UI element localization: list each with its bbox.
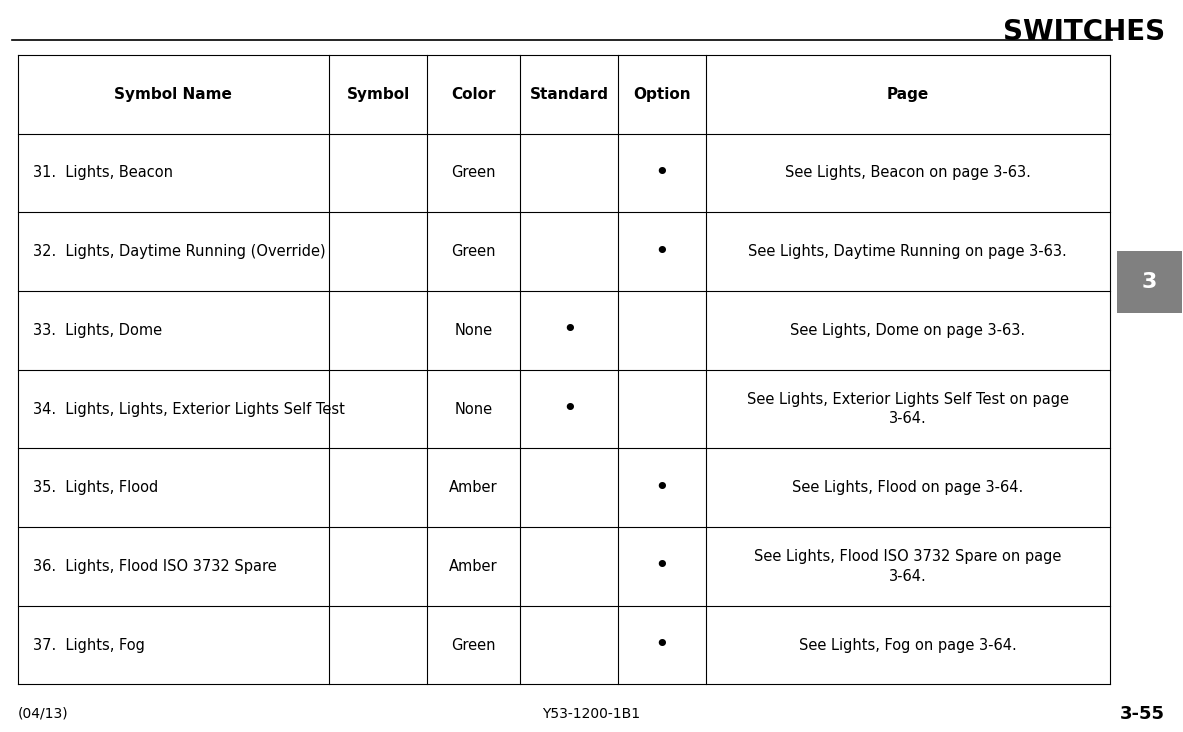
Bar [1117,250,1182,313]
Text: 31.  Lights, Beacon: 31. Lights, Beacon [33,165,173,180]
Text: Option: Option [633,87,691,102]
Text: (04/13): (04/13) [18,706,69,721]
Text: Color: Color [452,87,496,102]
Text: 32.  Lights, Daytime Running (Override): 32. Lights, Daytime Running (Override) [33,244,325,259]
Text: Green: Green [452,165,496,180]
Text: 3-55: 3-55 [1120,705,1165,722]
Text: Symbol Name: Symbol Name [115,87,232,102]
Text: •: • [562,397,576,421]
Text: See Lights, Fog on page 3-64.: See Lights, Fog on page 3-64. [799,638,1016,652]
Text: Y53-1200-1B1: Y53-1200-1B1 [543,706,640,721]
Text: None: None [454,402,492,417]
Text: 3: 3 [1142,272,1157,292]
Text: 33.  Lights, Dome: 33. Lights, Dome [33,323,162,337]
Text: •: • [562,318,576,343]
Text: •: • [654,161,670,185]
Text: SWITCHES: SWITCHES [1003,18,1165,46]
Text: 35.  Lights, Flood: 35. Lights, Flood [33,480,159,495]
Text: 34.  Lights, Lights, Exterior Lights Self Test: 34. Lights, Lights, Exterior Lights Self… [33,402,345,417]
Text: See Lights, Dome on page 3-63.: See Lights, Dome on page 3-63. [790,323,1026,337]
Text: Amber: Amber [450,559,498,574]
Text: See Lights, Exterior Lights Self Test on page
3-64.: See Lights, Exterior Lights Self Test on… [746,392,1068,427]
Text: None: None [454,323,492,337]
Text: See Lights, Flood on page 3-64.: See Lights, Flood on page 3-64. [793,480,1023,495]
Text: 36.  Lights, Flood ISO 3732 Spare: 36. Lights, Flood ISO 3732 Spare [33,559,277,574]
Text: See Lights, Flood ISO 3732 Spare on page
3-64.: See Lights, Flood ISO 3732 Spare on page… [754,549,1061,584]
Text: •: • [654,239,670,264]
Text: Page: Page [886,87,929,102]
Text: Green: Green [452,244,496,259]
Text: 37.  Lights, Fog: 37. Lights, Fog [33,638,146,652]
Text: Symbol: Symbol [347,87,409,102]
Text: See Lights, Daytime Running on page 3-63.: See Lights, Daytime Running on page 3-63… [749,244,1067,259]
Text: •: • [654,554,670,578]
Text: •: • [654,476,670,500]
Text: Standard: Standard [530,87,609,102]
Text: Green: Green [452,638,496,652]
Text: Amber: Amber [450,480,498,495]
Text: See Lights, Beacon on page 3-63.: See Lights, Beacon on page 3-63. [784,165,1030,180]
Text: •: • [654,633,670,657]
